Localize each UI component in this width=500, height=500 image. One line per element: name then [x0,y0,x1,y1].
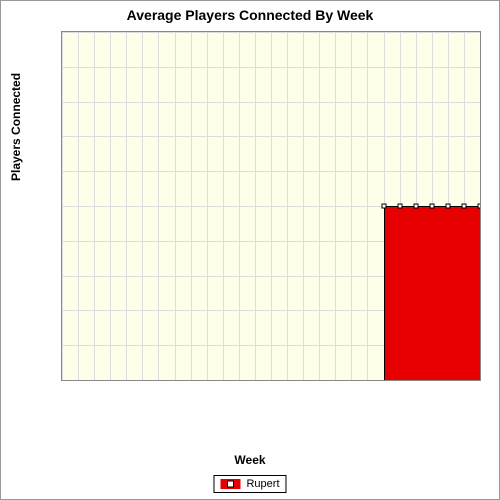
x-tick: 9/23/19 [152,380,164,381]
gridline-v [223,32,224,380]
gridline-v [207,32,208,380]
plot-wrap: 0.950.960.970.980.991.001.011.021.031.04… [61,31,481,381]
x-tick: 6/29/20 [474,380,481,381]
data-marker [429,204,434,209]
gridline-h [62,380,480,381]
x-tick: 11/4/19 [201,380,213,381]
gridline-v [158,32,159,380]
x-tick: 4/20/20 [394,380,406,381]
plot-area: 0.950.960.970.980.991.001.011.021.031.04… [61,31,481,381]
x-tick: 4/6/20 [378,380,390,381]
x-tick: 6/15/20 [458,380,470,381]
x-tick: 3/9/20 [345,380,357,381]
gridline-v [351,32,352,380]
x-tick: 1/27/20 [297,380,309,381]
x-tick: 12/2/19 [233,380,245,381]
gridline-v [191,32,192,380]
gridline-v [303,32,304,380]
gridline-v [367,32,368,380]
x-tick: 12/16/19 [249,380,261,381]
gridline-v [480,32,481,380]
x-tick: 2/10/20 [313,380,325,381]
gridline-v [78,32,79,380]
gridline-v [255,32,256,380]
chart-title: Average Players Connected By Week [1,1,499,23]
gridline-v [62,32,63,380]
x-tick: 10/7/19 [169,380,181,381]
legend-label: Rupert [246,478,279,490]
legend-swatch [220,479,240,489]
x-tick: 5/18/20 [426,380,438,381]
x-tick: 8/26/19 [120,380,132,381]
data-marker [397,204,402,209]
x-tick: 2/24/20 [329,380,341,381]
x-tick: 3/23/20 [361,380,373,381]
y-axis-label: Players Connected [9,73,23,181]
gridline-v [335,32,336,380]
gridline-v [94,32,95,380]
gridline-v [126,32,127,380]
data-marker [461,204,466,209]
gridline-v [239,32,240,380]
data-marker [413,204,418,209]
x-tick: 7/1/19 [61,380,68,381]
gridline-v [110,32,111,380]
x-tick: 10/21/19 [185,380,197,381]
gridline-v [175,32,176,380]
x-tick: 11/18/19 [217,380,229,381]
x-tick: 9/9/19 [136,380,148,381]
data-marker [445,204,450,209]
x-tick: 7/29/19 [88,380,100,381]
gridline-v [142,32,143,380]
series-area [384,206,481,381]
x-tick: 12/30/19 [265,380,277,381]
chart-container: Average Players Connected By Week Player… [0,0,500,500]
x-axis-label: Week [234,453,265,467]
gridline-v [287,32,288,380]
legend: Rupert [213,475,286,493]
x-tick: 7/15/19 [72,380,84,381]
legend-marker [227,481,234,488]
data-marker [478,204,482,209]
x-tick: 1/13/20 [281,380,293,381]
data-marker [381,204,386,209]
x-tick: 8/12/19 [104,380,116,381]
x-tick: 6/1/20 [442,380,454,381]
gridline-v [271,32,272,380]
x-tick: 5/4/20 [410,380,422,381]
gridline-v [319,32,320,380]
